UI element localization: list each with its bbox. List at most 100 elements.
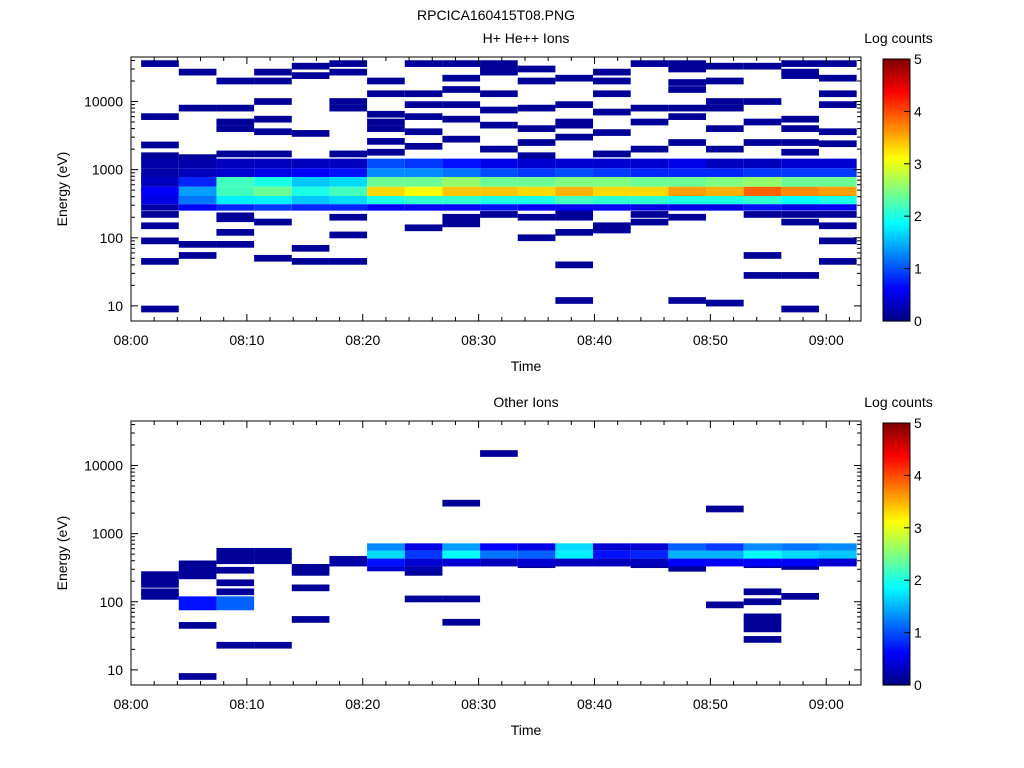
heatmap-cell [329, 176, 368, 187]
heatmap-cell [141, 571, 179, 579]
x-tick-label: 08:30 [461, 332, 496, 348]
x-tick-label: 08:20 [345, 696, 380, 712]
heatmap-cell [216, 229, 255, 236]
heatmap-cell [593, 90, 631, 98]
x-axis-label: Time [511, 358, 542, 374]
heatmap-cell [141, 158, 179, 169]
heatmap-cell [743, 625, 782, 633]
heatmap-cell [555, 196, 594, 205]
heatmap-cell [781, 543, 819, 551]
colorbar-segment [883, 658, 910, 662]
colorbar-segment [883, 584, 910, 588]
heatmap-cell [291, 258, 330, 265]
x-tick-label: 08:10 [229, 332, 264, 348]
heatmap-cell [706, 601, 744, 609]
heatmap-cell [442, 499, 481, 507]
heatmap-cell [517, 558, 556, 567]
heatmap-cell [329, 231, 368, 239]
colorbar-segment [883, 484, 910, 487]
heatmap-cell [404, 113, 443, 120]
colorbar-segment [883, 238, 910, 241]
heatmap-cell [367, 125, 405, 132]
heatmap-cell [706, 558, 744, 567]
heatmap-cell [141, 204, 179, 211]
heatmap-cell [818, 128, 857, 136]
heatmap-cell [329, 104, 368, 112]
heatmap-cell [781, 186, 819, 197]
heatmap-cell [216, 641, 255, 649]
colorbar-segment [883, 554, 910, 557]
colorbar-segment [883, 656, 910, 660]
colorbar-segment [883, 610, 910, 614]
heatmap-cell [743, 168, 782, 177]
colorbar-segment [883, 240, 910, 243]
heatmap-cell [630, 118, 669, 126]
heatmap-cell [781, 218, 819, 226]
colorbar-segment [883, 78, 910, 82]
colorbar-segment [883, 248, 910, 252]
colorbar-segment [883, 113, 910, 117]
heatmap-cell [818, 186, 857, 197]
colorbar-segment [883, 608, 910, 612]
heatmap-cell [818, 550, 857, 559]
heatmap-cell [329, 150, 368, 158]
heatmap-cell [818, 211, 857, 218]
colorbar-segment [883, 636, 910, 640]
heatmap-cell [480, 450, 518, 457]
heatmap-cell [630, 176, 669, 187]
heatmap-cell [141, 141, 179, 149]
heatmap-cell [178, 560, 217, 568]
colorbar-segment [883, 534, 910, 538]
colorbar-segment [883, 303, 910, 307]
heatmap-cell [404, 90, 443, 98]
x-tick-label: 08:50 [693, 332, 728, 348]
heatmap-cell [517, 204, 556, 211]
colorbar-segment [883, 571, 910, 575]
heatmap-cell [442, 595, 481, 603]
colorbar-segment [883, 107, 910, 110]
colorbar-segment [883, 231, 910, 235]
colorbar-segment [883, 599, 910, 603]
heatmap-cell [442, 204, 481, 211]
colorbar-tick-label: 0 [914, 677, 922, 693]
colorbar-segment [883, 564, 910, 568]
heatmap-cell [141, 176, 179, 187]
colorbar-segment [883, 444, 910, 448]
heatmap-cell [781, 593, 819, 600]
colorbar-segment [883, 647, 910, 651]
colorbar-segment [883, 288, 910, 292]
colorbar-segment [883, 586, 910, 590]
heatmap-cell [367, 558, 405, 567]
heatmap-cell [517, 152, 556, 160]
colorbar-segment [883, 281, 910, 285]
heatmap-cell [329, 168, 368, 177]
heatmap-cell [178, 252, 217, 259]
heatmap-cell [291, 204, 330, 211]
colorbar-segment [883, 674, 910, 677]
heatmap-cell [593, 77, 631, 85]
colorbar-segment [883, 473, 910, 476]
colorbar-segment [883, 508, 910, 511]
colorbar-segment [883, 89, 910, 93]
heatmap-cell [178, 572, 217, 580]
heatmap-cell [329, 196, 368, 205]
colorbar-segment [883, 545, 910, 549]
colorbar-tick-label: 2 [914, 572, 922, 588]
heatmap-cell [367, 110, 405, 118]
colorbar-segment [883, 499, 910, 503]
heatmap-cell [630, 204, 669, 211]
colorbar-segment [883, 536, 910, 540]
colorbar-label: Log counts [864, 394, 933, 410]
y-axis-label: Energy (eV) [54, 516, 70, 591]
colorbar-segment [883, 283, 910, 287]
colorbar-tick-label: 0 [914, 313, 922, 329]
heatmap-cell [216, 196, 255, 205]
heatmap-cell [254, 128, 292, 136]
colorbar-segment [883, 639, 910, 642]
heatmap-cell [367, 77, 405, 85]
colorbar-segment [883, 580, 910, 583]
heatmap-cell [630, 211, 669, 218]
heatmap-cell [480, 145, 518, 153]
colorbar-segment [883, 98, 910, 102]
